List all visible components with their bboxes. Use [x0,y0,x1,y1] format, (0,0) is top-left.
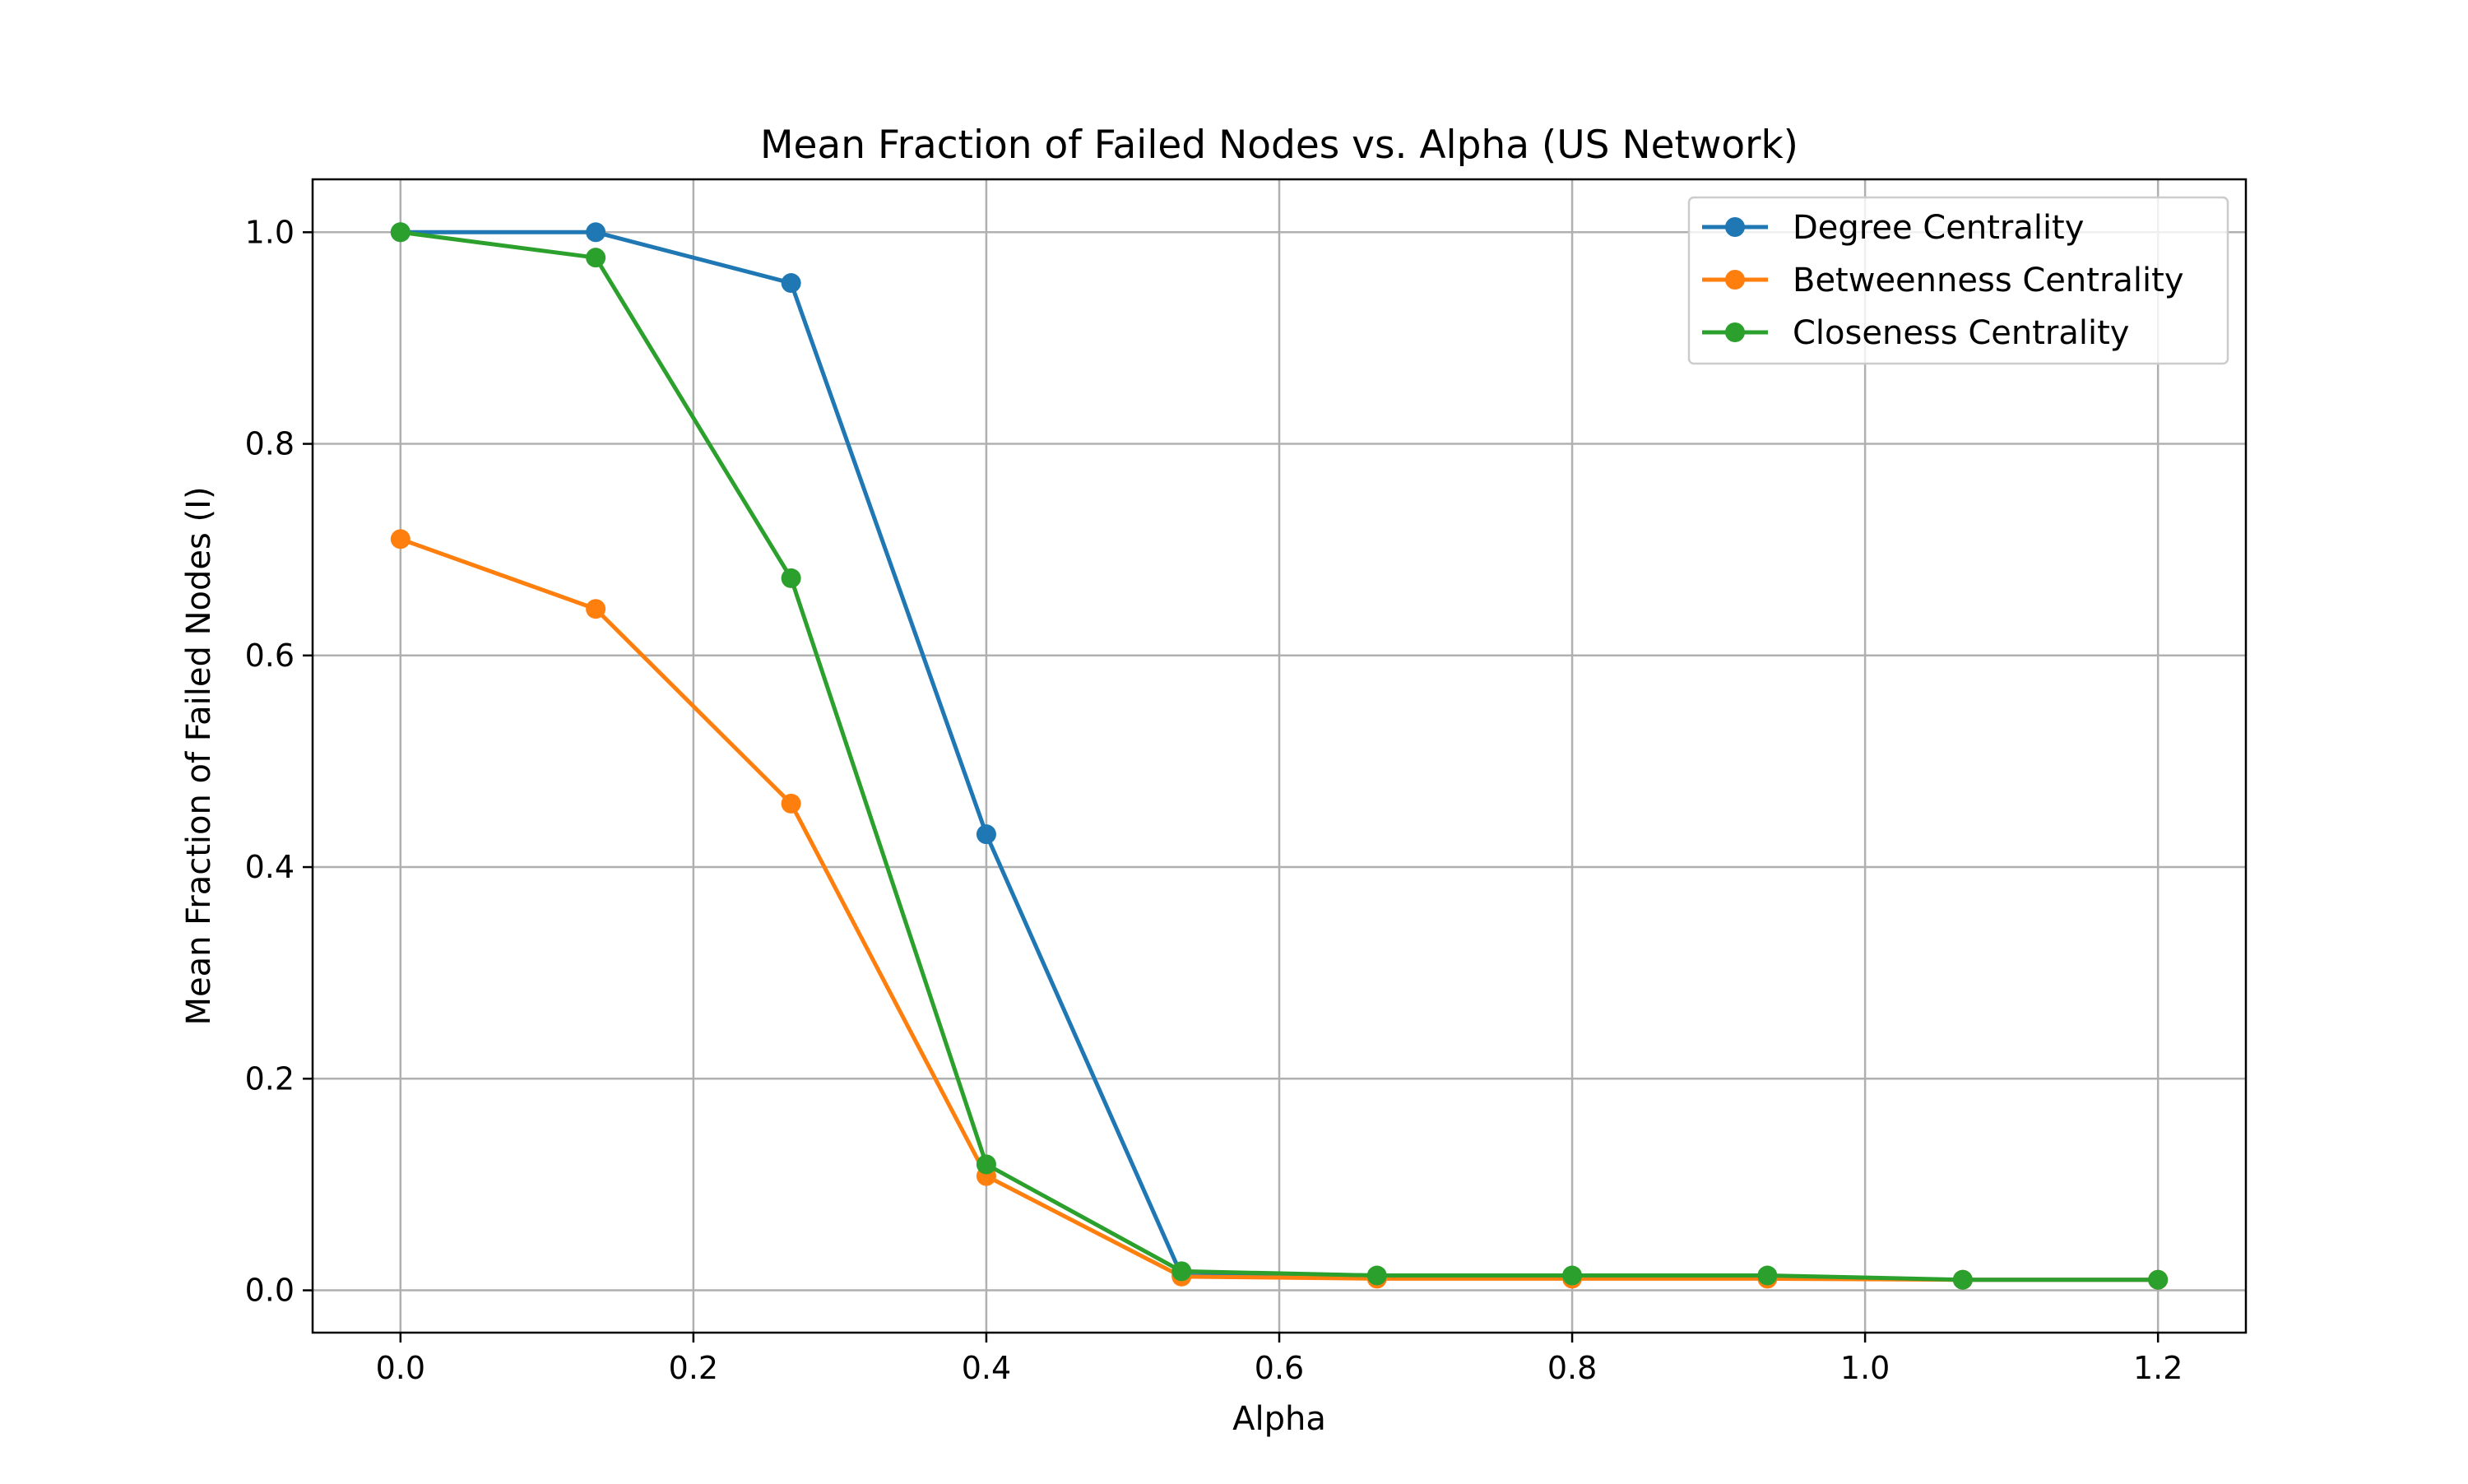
data-point [1757,1265,1778,1286]
legend-label: Betweenness Centrality [1793,262,2184,299]
data-point [1171,1261,1192,1282]
data-point [976,1154,996,1175]
series-line [400,230,2159,1282]
x-tick-label: 0.0 [376,1350,425,1386]
y-axis-label: Mean Fraction of Failed Nodes (I) [180,486,218,1025]
data-point [586,222,606,243]
y-tick-label: 0.6 [245,638,295,674]
legend-swatch-marker [1725,322,1745,342]
y-tick-label: 0.4 [245,849,295,885]
series-layer [390,222,2169,1290]
data-point [1562,1265,1583,1286]
series-3 [390,222,2169,1290]
data-point [586,599,606,619]
x-tick-label: 1.0 [1840,1350,1890,1386]
x-tick-label: 0.6 [1255,1350,1304,1386]
x-tick-label: 0.4 [962,1350,1011,1386]
data-point [781,793,801,814]
legend-label: Degree Centrality [1793,209,2084,247]
data-point [390,222,411,243]
chart-title: Mean Fraction of Failed Nodes vs. Alpha … [760,123,1798,168]
data-point [781,568,801,588]
data-point [781,273,801,294]
legend-box [1687,196,2229,365]
legend-item: Degree Centrality [1702,209,2084,247]
data-point [1366,1265,1387,1286]
legend-item: Betweenness Centrality [1702,262,2184,299]
legend-label: Closeness Centrality [1793,314,2129,352]
data-point [586,248,606,268]
legend: Degree Centrality Betweenness Centrality C… [1687,196,2229,365]
data-point [1952,1269,1973,1290]
x-axis-label: Alpha [1232,1400,1326,1438]
legend-swatch-marker [1725,270,1745,290]
data-point [390,529,411,550]
legend-swatch-marker [1725,217,1745,237]
axis-ticks: 0.0 0.2 0.4 0.6 0.8 1.0 1.2 0.0 0.2 0.4 0.6 0.8 1.0 [245,214,2183,1386]
y-tick-label: 0.8 [245,426,295,462]
x-tick-label: 1.2 [2133,1350,2183,1386]
data-point [976,824,996,845]
y-tick-label: 0.0 [245,1273,295,1309]
x-tick-label: 0.2 [669,1350,718,1386]
x-tick-label: 0.8 [1547,1350,1597,1386]
y-tick-label: 0.2 [245,1060,295,1097]
grid [313,179,2246,1333]
legend-item: Closeness Centrality [1702,314,2129,352]
y-tick-label: 1.0 [245,214,295,250]
data-point [2148,1269,2169,1290]
